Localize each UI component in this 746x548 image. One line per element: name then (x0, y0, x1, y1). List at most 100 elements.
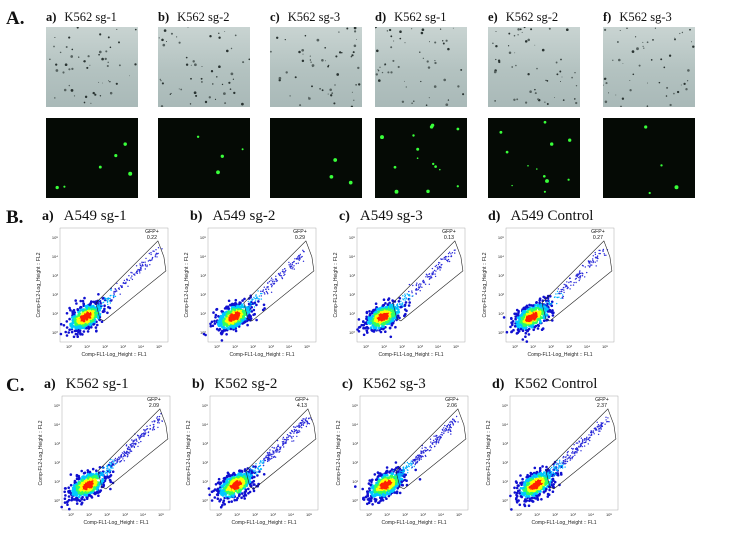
event-dot (254, 300, 257, 302)
cell-dot (175, 36, 178, 38)
event-dot (266, 291, 268, 294)
event-dot (568, 281, 570, 284)
event-dot (254, 465, 257, 468)
event-dot (594, 261, 596, 263)
event-dot (237, 320, 240, 323)
x-tick-label: 10⁴ (286, 344, 292, 349)
cell-dot (309, 59, 312, 61)
cell-dot (229, 88, 232, 90)
event-dot (603, 254, 606, 256)
event-dot (412, 295, 414, 297)
event-dot (430, 276, 433, 278)
x-axis-label: Comp-FL1-Log_Height :: FL1 (378, 352, 443, 358)
y-tick-label: 10⁵ (498, 235, 504, 240)
gfp-cell-dot (456, 185, 459, 188)
x-tick-label: 10³ (268, 344, 274, 349)
cell-dot (216, 76, 218, 78)
event-dot (281, 441, 284, 443)
cell-dot (375, 73, 378, 76)
event-dot (390, 312, 394, 316)
cell-dot (76, 27, 79, 29)
event-dot (259, 464, 261, 467)
event-dot (279, 275, 281, 277)
event-dot (262, 461, 264, 464)
event-dot (233, 314, 236, 317)
event-dot (366, 494, 370, 498)
cell-dot (379, 66, 381, 68)
event-dot (74, 323, 77, 326)
event-dot (121, 285, 123, 287)
event-dot (537, 313, 540, 317)
event-dot (301, 423, 303, 425)
event-dot (308, 417, 310, 420)
event-dot (147, 431, 150, 433)
event-dot (534, 311, 538, 315)
cell-dot (574, 72, 576, 74)
cell-dot (221, 83, 224, 86)
event-dot (114, 457, 117, 460)
gfp-cell-dot (674, 185, 679, 190)
event-dot (104, 470, 106, 473)
cell-dot (687, 69, 690, 72)
event-dot (262, 289, 265, 291)
event-dot (442, 258, 444, 260)
event-dot (142, 435, 144, 437)
x-tick-label: 10⁵ (602, 344, 608, 349)
cell-dot (411, 102, 413, 104)
event-dot (126, 279, 128, 281)
cell-dot (519, 28, 522, 31)
event-dot (581, 272, 584, 275)
event-dot (403, 478, 407, 482)
event-dot (417, 284, 420, 286)
event-dot (117, 458, 119, 460)
gfp-cell-dot (434, 165, 437, 168)
event-dot (360, 323, 363, 327)
event-dot (596, 260, 598, 262)
event-dot (215, 307, 219, 311)
event-dot (524, 335, 527, 338)
event-dot (602, 248, 605, 251)
event-dot (97, 293, 100, 296)
event-dot (220, 493, 223, 496)
event-dot (273, 456, 275, 459)
cell-dot (378, 70, 380, 72)
gfp-cell-dot (511, 184, 513, 187)
x-tick-label: 10⁰ (216, 512, 222, 517)
cell-dot (386, 30, 389, 32)
event-dot (376, 471, 380, 474)
event-dot (258, 298, 260, 300)
event-dot (445, 258, 447, 260)
cell-dot (160, 80, 162, 82)
event-dot (262, 464, 265, 467)
event-dot (68, 317, 71, 321)
cell-dot (329, 88, 332, 92)
event-dot (253, 483, 256, 486)
cell-dot (634, 36, 637, 38)
cell-dot (571, 76, 573, 79)
event-dot (532, 313, 536, 316)
cell-dot (53, 45, 55, 48)
event-dot (270, 277, 273, 279)
event-dot (68, 507, 71, 511)
event-dot (450, 253, 452, 255)
event-dot (249, 478, 252, 480)
event-dot (298, 256, 300, 258)
cell-dot (425, 104, 428, 106)
event-dot (222, 319, 225, 323)
event-dot (81, 308, 85, 311)
event-dot (588, 261, 590, 264)
event-dot (428, 283, 430, 285)
event-dot (237, 313, 240, 317)
event-dot (87, 493, 91, 497)
event-dot (566, 281, 568, 283)
event-dot (275, 275, 277, 277)
cell-dot (325, 60, 327, 62)
cell-dot (427, 66, 431, 69)
event-dot (407, 294, 409, 296)
cell-dot (356, 39, 357, 41)
cell-dot (115, 82, 118, 85)
event-dot (82, 321, 85, 325)
cell-dot (508, 51, 512, 54)
event-dot (231, 308, 235, 311)
panel-letter: c) (270, 10, 280, 24)
